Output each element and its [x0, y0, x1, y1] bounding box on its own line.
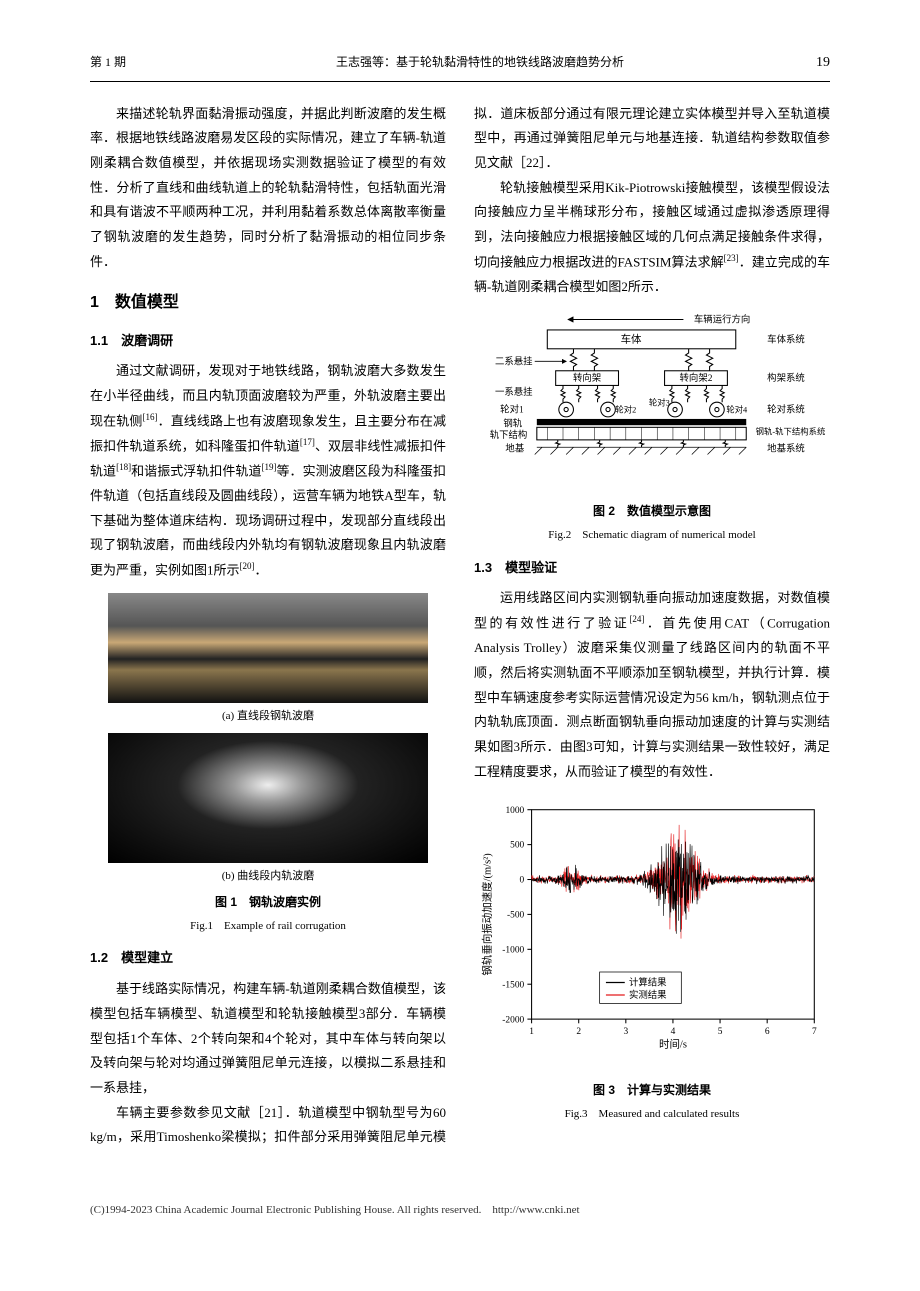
svg-text:构架系统: 构架系统: [767, 373, 805, 385]
svg-text:车体: 车体: [621, 333, 642, 346]
svg-text:轮对4: 轮对4: [726, 405, 748, 415]
svg-text:-1500: -1500: [502, 981, 524, 991]
section-1-heading: 1 数值模型: [90, 288, 446, 318]
cite-20: [20]: [240, 561, 255, 571]
svg-text:轮对2: 轮对2: [615, 405, 636, 415]
svg-text:6: 6: [765, 1027, 770, 1037]
cite-17: [17]: [300, 437, 315, 447]
svg-text:-500: -500: [507, 911, 525, 921]
svg-text:转向架: 转向架: [573, 373, 601, 385]
svg-text:轮对1: 轮对1: [500, 404, 524, 416]
figure-1b-image: [108, 733, 428, 863]
running-title: 王志强等：基于轮轨黏滑特性的地铁线路波磨趋势分析: [170, 51, 790, 74]
svg-text:时间/s: 时间/s: [659, 1038, 687, 1051]
page-number: 19: [790, 50, 830, 77]
svg-text:轮对系统: 轮对系统: [767, 404, 805, 416]
svg-text:2: 2: [576, 1027, 581, 1037]
figure-1-caption-en: Fig.1 Example of rail corrugation: [90, 916, 446, 937]
figure-3: -2000 -1500 -1000 -500 0 500 1000 1 2 3 4 5 6 7 时间/s 钢轨…: [474, 794, 830, 1125]
svg-text:转向架2: 转向架2: [680, 373, 713, 385]
svg-text:计算结果: 计算结果: [629, 977, 667, 989]
svg-text:-2000: -2000: [502, 1016, 524, 1026]
svg-text:钢轨垂向振动加速度/(m/s²): 钢轨垂向振动加速度/(m/s²): [481, 853, 494, 976]
svg-text:地基系统: 地基系统: [767, 443, 805, 455]
figure-3-caption-cn: 图 3 计算与实测结果: [474, 1079, 830, 1102]
svg-text:1000: 1000: [505, 806, 524, 816]
svg-text:轮对3: 轮对3: [649, 398, 670, 408]
subsection-1-2-heading: 1.2 模型建立: [90, 946, 446, 971]
figure-2: 车辆运行方向 车体 车体系统 二系悬挂 转向架 转向架2 构架系统: [474, 309, 830, 545]
figure-1-caption-cn: 图 1 钢轨波磨实例: [90, 891, 446, 914]
figure-1a-image: [108, 593, 428, 703]
svg-text:地基: 地基: [505, 443, 524, 455]
cite-19: [19]: [261, 462, 276, 472]
figure-1: (a) 直线段钢轨波磨 (b) 曲线段内轨波磨 图 1 钢轨波磨实例 Fig.1…: [90, 593, 446, 936]
figure-2-diagram: 车辆运行方向 车体 车体系统 二系悬挂 转向架 转向架2 构架系统: [474, 309, 830, 487]
figure-2-caption-cn: 图 2 数值模型示意图: [474, 500, 830, 523]
svg-text:3: 3: [623, 1027, 628, 1037]
para-1-2: 基于线路实际情况，构建车辆-轨道刚柔耦合数值模型，该模型包括车辆模型、轨道模型和…: [90, 977, 446, 1100]
svg-text:4: 4: [671, 1027, 676, 1037]
svg-text:二系悬挂: 二系悬挂: [495, 356, 533, 368]
running-header: 第 1 期 王志强等：基于轮轨黏滑特性的地铁线路波磨趋势分析 19: [90, 50, 830, 82]
footer-copyright: (C)1994-2023 China Academic Journal Elec…: [90, 1200, 830, 1221]
svg-text:1: 1: [529, 1027, 534, 1037]
figure-1a-label: (a) 直线段钢轨波磨: [90, 706, 446, 727]
svg-text:500: 500: [510, 841, 524, 851]
figure-1b-label: (b) 曲线段内轨波磨: [90, 866, 446, 887]
svg-text:-1000: -1000: [502, 946, 524, 956]
para-1-1: 通过文献调研，发现对于地铁线路，钢轨波磨大多数发生在小半径曲线，而且内轨顶面波磨…: [90, 359, 446, 583]
para-col2-b: 轮轨接触模型采用Kik-Piotrowski接触模型，该模型假设法向接触应力呈半…: [474, 176, 830, 300]
svg-text:轨下结构: 轨下结构: [490, 429, 528, 441]
subsection-1-1-heading: 1.1 波磨调研: [90, 329, 446, 354]
figure-3-chart: -2000 -1500 -1000 -500 0 500 1000 1 2 3 4 5 6 7 时间/s 钢轨…: [474, 794, 830, 1066]
svg-text:实测结果: 实测结果: [629, 989, 667, 1001]
svg-text:7: 7: [812, 1027, 817, 1037]
intro-paragraph: 来描述轮轨界面黏滑振动强度，并据此判断波磨的发生概率．根据地铁线路波磨易发区段的…: [90, 102, 446, 275]
issue-number: 第 1 期: [90, 51, 170, 74]
main-content: 来描述轮轨界面黏滑振动强度，并据此判断波磨的发生概率．根据地铁线路波磨易发区段的…: [90, 102, 830, 1150]
svg-text:车体系统: 车体系统: [767, 334, 805, 346]
cite-16: [16]: [142, 412, 157, 422]
svg-text:钢轨: 钢轨: [503, 418, 522, 430]
svg-text:车辆运行方向: 车辆运行方向: [694, 314, 750, 326]
cite-23: [23]: [724, 253, 739, 263]
svg-text:一系悬挂: 一系悬挂: [495, 386, 533, 398]
svg-text:钢轨-轨下结构系统: 钢轨-轨下结构系统: [756, 427, 826, 437]
svg-text:0: 0: [520, 876, 525, 886]
cite-24: [24]: [629, 614, 644, 624]
subsection-1-3-heading: 1.3 模型验证: [474, 556, 830, 581]
figure-2-caption-en: Fig.2 Schematic diagram of numerical mod…: [474, 525, 830, 546]
cite-18: [18]: [116, 462, 131, 472]
figure-3-caption-en: Fig.3 Measured and calculated results: [474, 1104, 830, 1125]
para-1-3: 运用线路区间内实测钢轨垂向振动加速度数据，对数值模型的有效性进行了验证[24]．…: [474, 586, 830, 784]
svg-text:5: 5: [718, 1027, 723, 1037]
